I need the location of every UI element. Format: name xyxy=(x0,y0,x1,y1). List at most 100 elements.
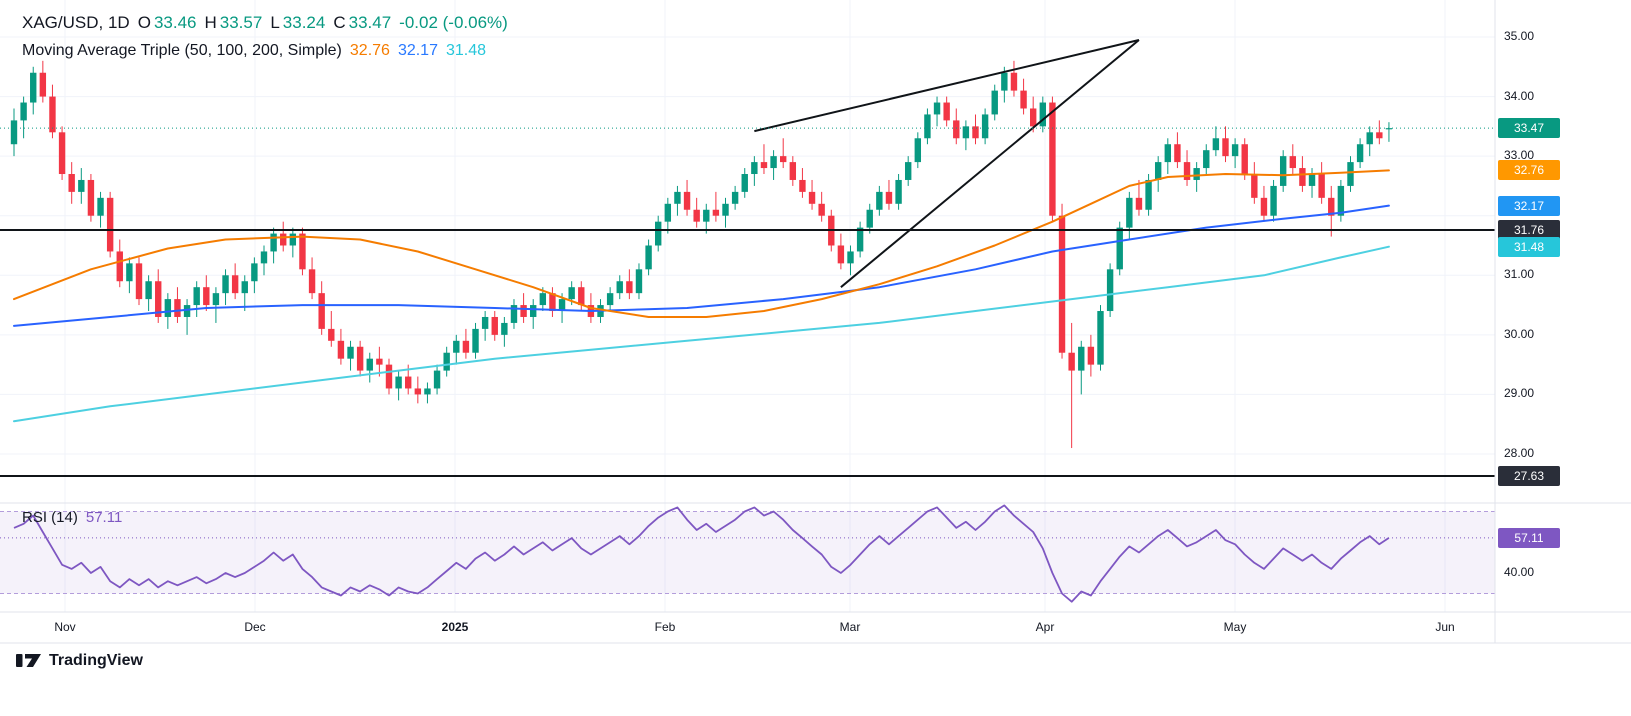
candle-body xyxy=(664,203,672,222)
candle-body xyxy=(472,328,479,353)
price-axis-label: 33.00 xyxy=(1504,148,1535,163)
candle-body xyxy=(87,179,95,216)
candle-body xyxy=(693,209,700,222)
candle-body xyxy=(183,305,191,317)
symbol-legend[interactable]: XAG/USD, 1D O 33.46 H 33.57 L 33.24 C 33.47 … xyxy=(22,13,508,33)
candle-body xyxy=(1049,102,1056,216)
price-axis-badge: 32.76 xyxy=(1498,160,1560,181)
candle-body xyxy=(731,191,739,204)
candle-body xyxy=(1347,162,1354,186)
trend-line[interactable] xyxy=(754,39,1140,133)
candle-body xyxy=(501,322,508,335)
candle-body xyxy=(491,316,498,335)
ma-50-line xyxy=(13,169,1390,318)
candle-body xyxy=(1328,197,1335,216)
candle-body xyxy=(1279,156,1287,186)
symbol-title[interactable]: XAG/USD, 1D xyxy=(22,13,130,32)
rsi-value: 57.11 xyxy=(85,509,123,526)
candle-body xyxy=(683,191,691,210)
candle-body xyxy=(1154,162,1162,180)
close-value: 33.47 xyxy=(348,13,392,32)
candle-body xyxy=(549,293,556,312)
candle-body xyxy=(356,346,364,371)
ma-indicator-title[interactable]: Moving Average Triple (50, 100, 200, Sim… xyxy=(22,42,342,59)
price-axis-label: 34.00 xyxy=(1504,88,1535,103)
price-axis-badge: 27.63 xyxy=(1498,466,1560,487)
price-axis-badge: 31.48 xyxy=(1498,236,1560,257)
rsi-indicator-title[interactable]: RSI (14) xyxy=(22,509,78,526)
ma-indicator-legend[interactable]: Moving Average Triple (50, 100, 200, Sim… xyxy=(22,42,486,60)
candle-body xyxy=(126,263,133,282)
candle-body xyxy=(116,251,123,282)
high-label: H xyxy=(204,13,217,32)
ohlc-low: L 33.24 xyxy=(270,13,325,33)
candle-body xyxy=(164,299,172,317)
tradingview-brand-text: TradingView xyxy=(49,652,143,669)
candle-body xyxy=(58,132,66,175)
candle-body xyxy=(280,233,287,246)
candle-body xyxy=(251,263,258,282)
candle-body xyxy=(453,340,460,353)
trend-line[interactable] xyxy=(840,39,1140,288)
candle-body xyxy=(1164,144,1171,163)
candle-body xyxy=(174,299,181,317)
candle-body xyxy=(20,102,27,121)
candle-body xyxy=(376,358,383,365)
candle-body xyxy=(328,328,335,341)
ma50-value: 32.76 xyxy=(349,42,390,59)
time-axis-label: 2025 xyxy=(441,620,469,634)
candle-body xyxy=(289,233,297,246)
candle-body xyxy=(789,162,797,180)
candle-body xyxy=(1116,227,1123,270)
candle-body xyxy=(760,162,768,169)
candle-body xyxy=(405,376,412,389)
ma-200-line xyxy=(13,245,1390,423)
price-axis-label: 31.00 xyxy=(1504,267,1535,282)
candle-body xyxy=(49,96,56,133)
candle-body xyxy=(1183,162,1191,180)
candle-body xyxy=(847,251,854,264)
candle-body xyxy=(1337,185,1345,216)
candle-body xyxy=(481,316,489,329)
ma200-value: 31.48 xyxy=(445,42,487,59)
candle-body xyxy=(1241,144,1248,175)
candle-body xyxy=(635,269,643,294)
candle-body xyxy=(260,251,268,264)
price-axis-label: 28.00 xyxy=(1504,445,1535,460)
candle-body xyxy=(1029,108,1037,127)
candle-body xyxy=(68,174,75,192)
candle-body xyxy=(962,126,970,139)
price-axis-label: 30.00 xyxy=(1504,326,1535,341)
candle-body xyxy=(1010,72,1018,91)
candle-body xyxy=(395,376,402,389)
open-value: 33.46 xyxy=(153,13,197,32)
candle-body xyxy=(97,197,104,216)
candle-body xyxy=(106,197,114,252)
candle-body xyxy=(1106,269,1114,312)
candle-body xyxy=(1068,352,1075,371)
candle-body xyxy=(1145,179,1152,210)
change-value: -0.02 (-0.06%) xyxy=(399,13,508,32)
candle-body xyxy=(943,102,950,121)
candle-body xyxy=(1126,197,1133,228)
candle-body xyxy=(866,209,873,228)
candle-body xyxy=(1270,185,1277,216)
candle-body xyxy=(741,174,748,192)
candle-body xyxy=(856,227,864,252)
tradingview-logo[interactable]: TradingView xyxy=(16,650,143,672)
candle-body xyxy=(270,233,277,252)
candle-body xyxy=(145,281,152,300)
candle-body xyxy=(780,156,787,163)
time-axis-label: Dec xyxy=(244,620,266,634)
candle-body xyxy=(299,233,306,270)
candle-body xyxy=(655,221,662,246)
candle-body xyxy=(1078,346,1085,371)
low-label: L xyxy=(270,13,280,32)
candle-body xyxy=(770,156,777,169)
rsi-indicator-legend[interactable]: RSI (14) 57.11 xyxy=(22,509,122,526)
candle-body xyxy=(530,305,537,317)
price-axis-label: 29.00 xyxy=(1504,386,1535,401)
candle-body xyxy=(606,293,614,306)
